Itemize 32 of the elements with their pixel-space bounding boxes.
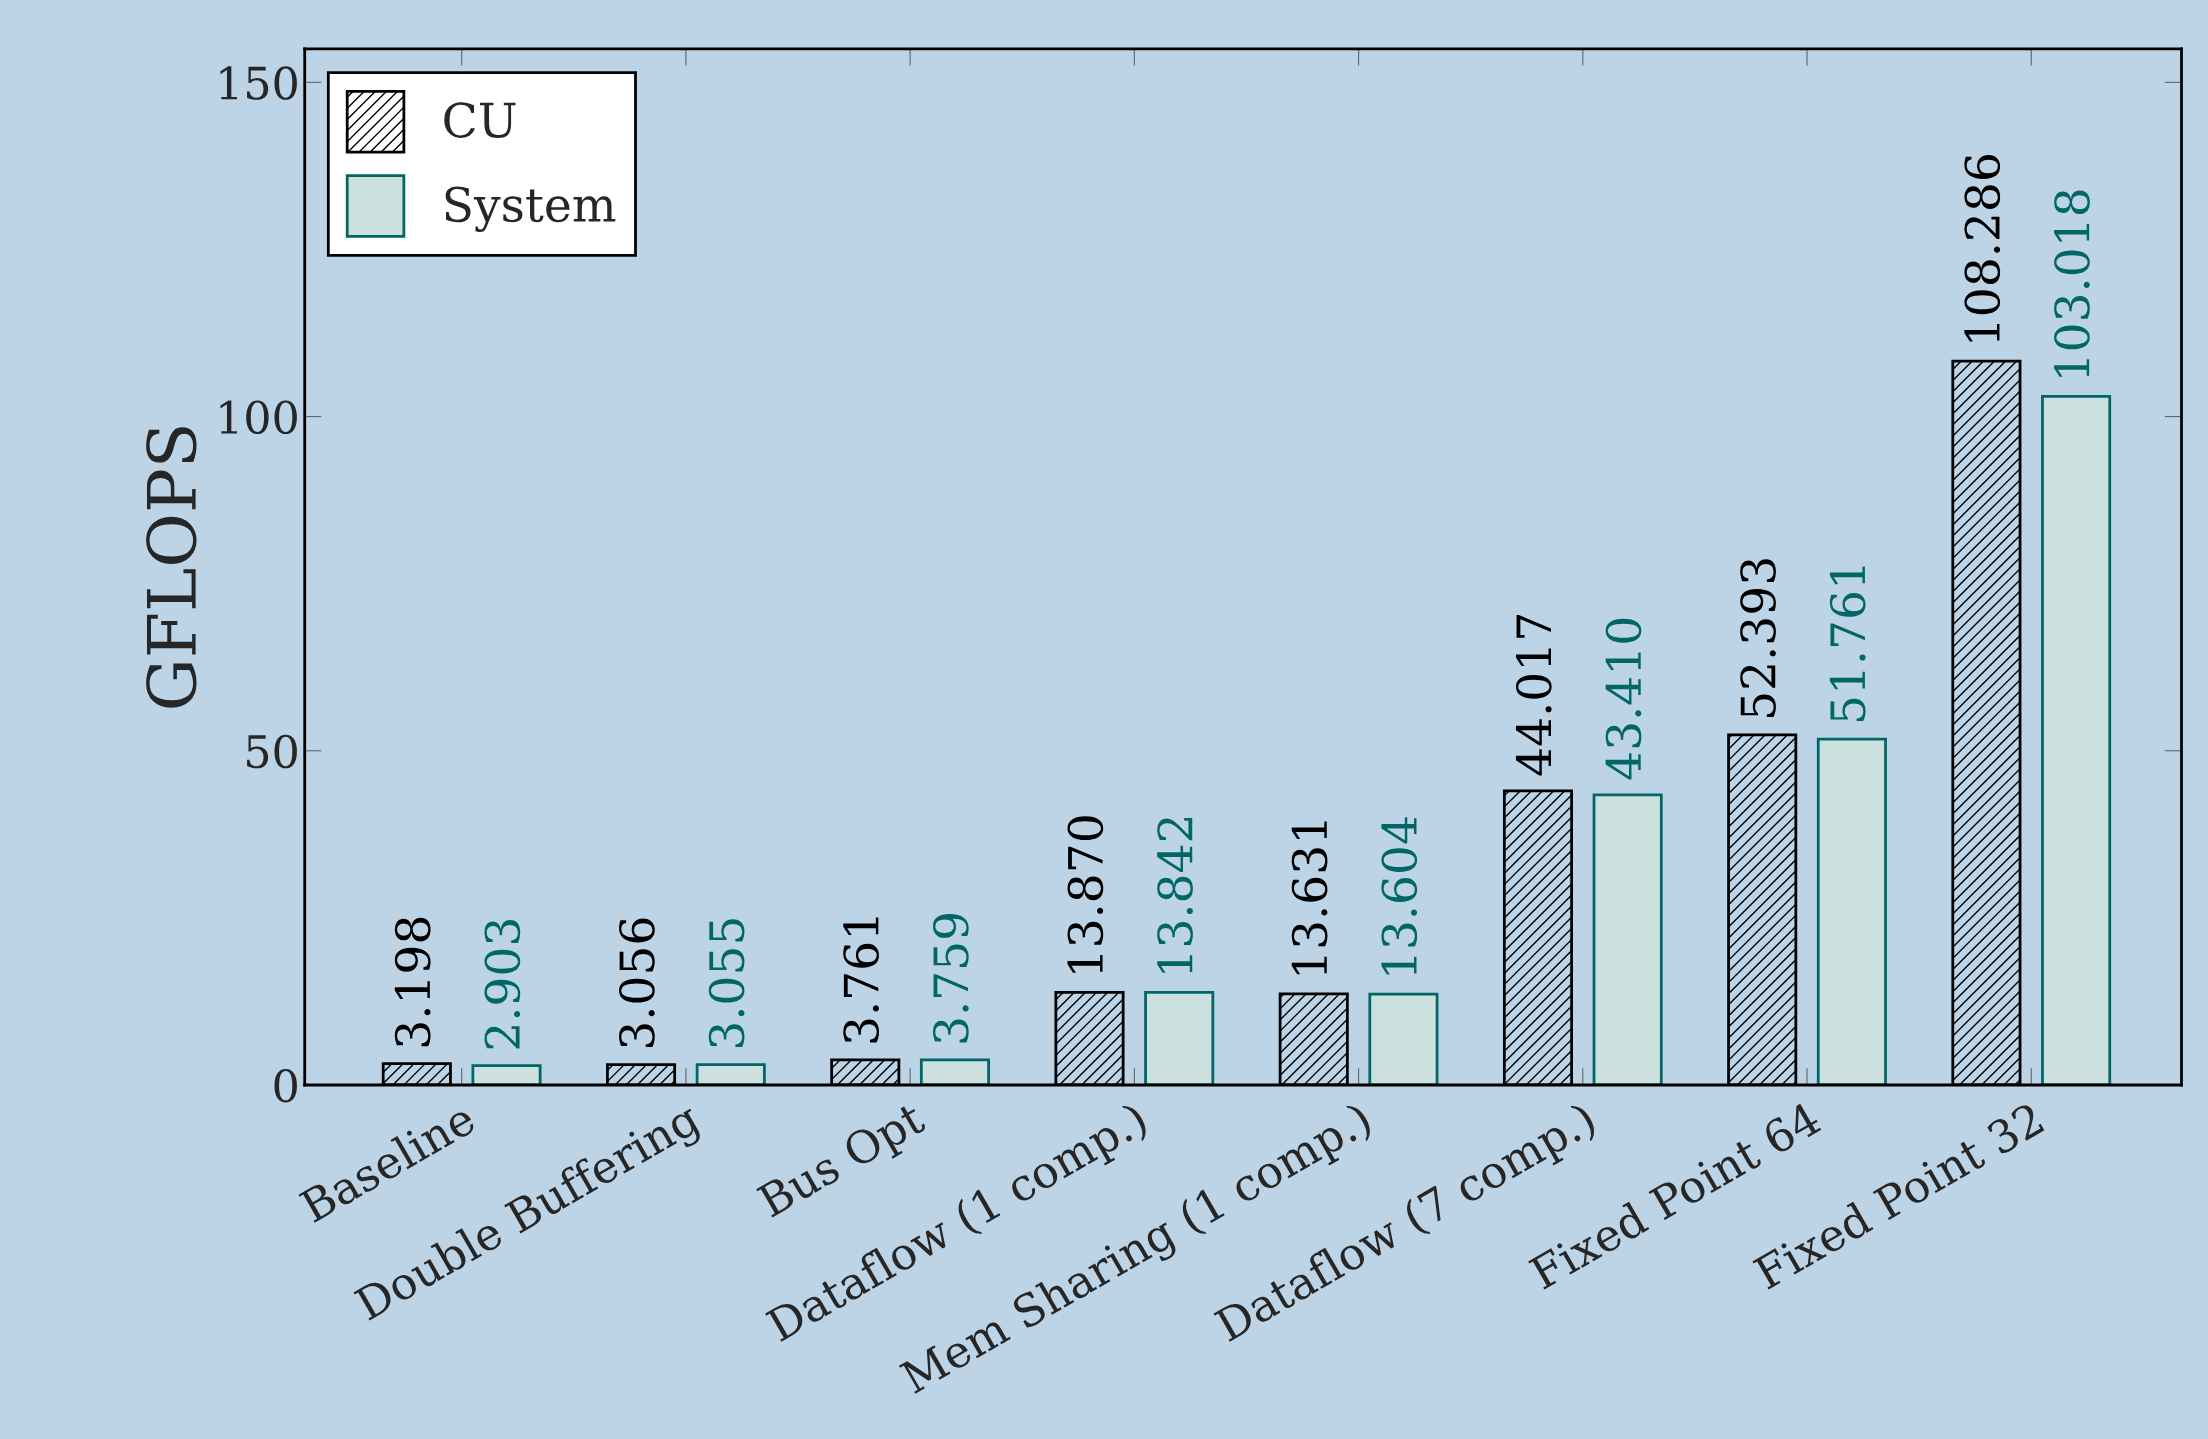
y-tick-label: 100 (220, 400, 297, 435)
data-label: 43.410 (1605, 618, 1642, 780)
data-label: 52.393 (1740, 559, 1776, 717)
legend-label: System (445, 186, 616, 233)
data-label: 13.870 (1067, 816, 1104, 973)
data-label: 44.017 (1515, 615, 1552, 776)
data-label: 2.903 (484, 920, 521, 1049)
bar (471, 1064, 542, 1086)
bar (695, 1063, 766, 1086)
bar (1144, 991, 1215, 1086)
data-label: 103.018 (2054, 190, 2090, 377)
bar (919, 1058, 990, 1086)
data-label: 13.604 (1381, 817, 1418, 975)
y-axis-title: GFLOPS (146, 427, 197, 708)
y-tick-label: 150 (220, 66, 297, 100)
data-label: 13.842 (1157, 817, 1193, 973)
data-label: 3.759 (932, 913, 969, 1043)
data-label: 3.198 (394, 917, 431, 1047)
data-label: 3.055 (708, 919, 745, 1048)
data-label: 51.761 (1829, 566, 1866, 722)
legend-label: CU (444, 102, 516, 138)
data-label: 3.761 (843, 917, 879, 1043)
bar (1816, 737, 1887, 1086)
data-label: 108.286 (1964, 154, 2001, 342)
bar (2041, 395, 2112, 1086)
y-tick-label: 50 (247, 734, 297, 769)
data-label: 3.056 (619, 918, 655, 1048)
x-tick-label: Bus Opt (755, 1099, 932, 1226)
bar (1592, 793, 1663, 1086)
bar (1368, 992, 1439, 1086)
data-label: 13.631 (1291, 821, 1328, 975)
y-tick-label: 0 (274, 1068, 297, 1103)
